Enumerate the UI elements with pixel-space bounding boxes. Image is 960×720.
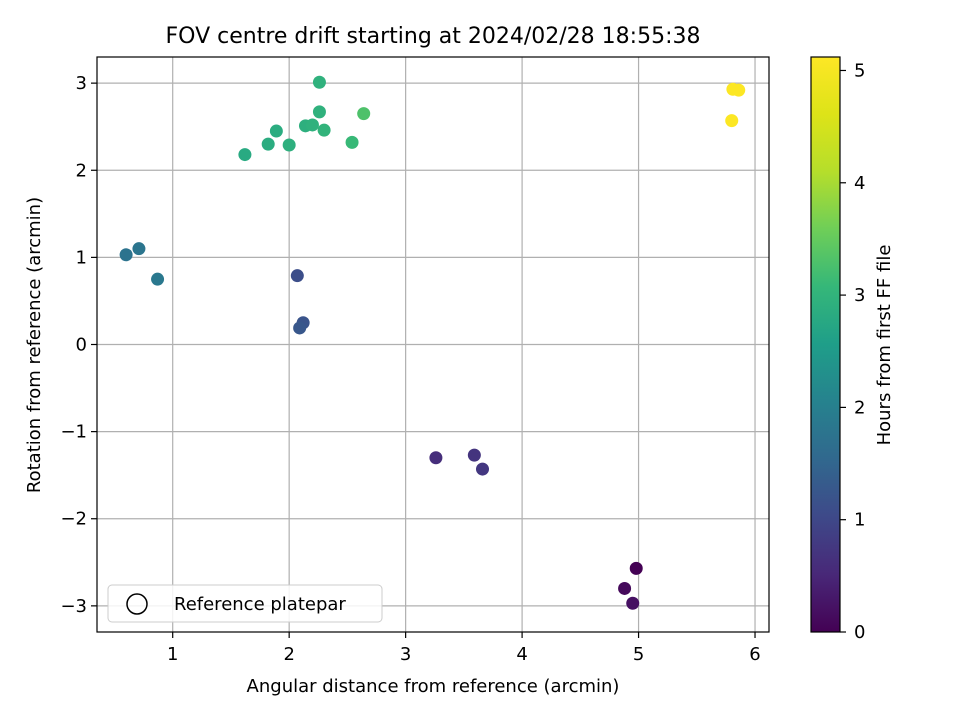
colorbar-tick-label: 2 [854, 397, 865, 418]
x-tick-label: 3 [400, 644, 411, 665]
y-axis-label: Rotation from reference (arcmin) [24, 197, 45, 493]
y-tick-label: −3 [60, 596, 87, 617]
data-point [725, 114, 739, 128]
data-point [290, 269, 304, 283]
data-point [282, 138, 296, 152]
data-point [305, 118, 319, 132]
data-point [345, 135, 359, 149]
legend-marker-icon [126, 593, 148, 615]
colorbar-tick-label: 4 [854, 173, 865, 194]
y-tick-label: −1 [60, 422, 87, 443]
data-point [732, 83, 746, 97]
legend-label: Reference platepar [174, 594, 346, 615]
data-point [317, 123, 331, 137]
colorbar-tick-label: 0 [854, 622, 865, 643]
colorbar-label: Hours from first FF file [874, 245, 895, 446]
data-point [475, 462, 489, 476]
data-point [629, 561, 643, 575]
y-tick-label: 1 [76, 247, 87, 268]
data-point [618, 581, 632, 595]
y-tick-label: 0 [76, 335, 87, 356]
colorbar-ticks: 0 1 2 3 4 5 [840, 60, 865, 643]
colorbar-tick-label: 5 [854, 60, 865, 81]
x-tick-label: 6 [749, 644, 760, 665]
data-point [261, 137, 275, 151]
scatter-points [119, 75, 746, 610]
data-point [269, 124, 283, 138]
colorbar-gradient [810, 56, 841, 633]
x-tick-label: 4 [516, 644, 527, 665]
chart-title: FOV centre drift starting at 2024/02/28 … [166, 24, 701, 49]
axis-ticks: 1 2 3 4 5 6 −3 −2 −1 0 1 2 3 [60, 73, 760, 665]
data-point [429, 451, 443, 465]
data-point [238, 148, 252, 162]
x-axis-label: Angular distance from reference (arcmin) [247, 676, 620, 697]
data-point [312, 75, 326, 89]
colorbar: 0 1 2 3 4 5 Hours from first FF file [810, 56, 895, 643]
data-point [151, 272, 165, 286]
x-tick-label: 1 [167, 644, 178, 665]
y-tick-label: −2 [60, 509, 87, 530]
data-point [467, 448, 481, 462]
legend-box [107, 584, 383, 623]
data-point [312, 105, 326, 119]
data-point [119, 248, 133, 262]
data-point [293, 321, 307, 335]
x-tick-label: 5 [633, 644, 644, 665]
data-point [626, 596, 640, 610]
y-tick-label: 3 [76, 73, 87, 94]
data-point [132, 242, 146, 256]
colorbar-tick-label: 1 [854, 510, 865, 531]
grid [97, 57, 769, 632]
colorbar-tick-label: 3 [854, 285, 865, 306]
x-tick-label: 2 [283, 644, 294, 665]
data-point [357, 107, 371, 121]
y-tick-label: 2 [76, 160, 87, 181]
legend: Reference platepar [107, 584, 383, 623]
